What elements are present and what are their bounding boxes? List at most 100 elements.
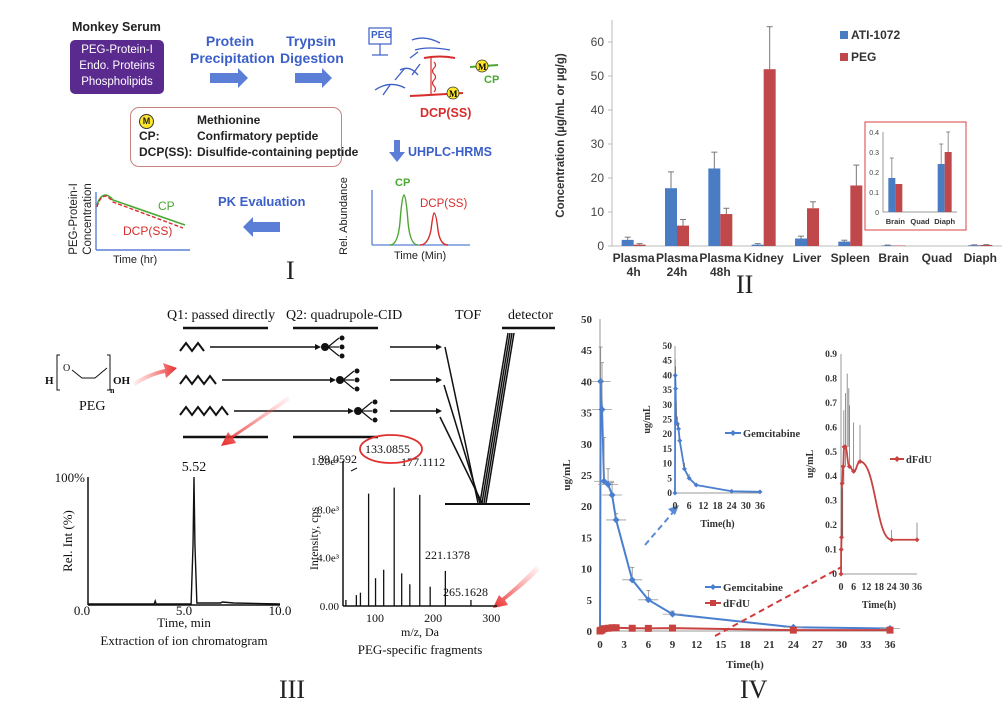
inset-y-tick-label: 0.3 — [869, 150, 879, 157]
inset-dfdu-marker — [839, 534, 845, 540]
dcp-peak — [419, 212, 449, 246]
dfdu-marker — [789, 626, 797, 634]
pk-ylabel-2: Concentration — [81, 183, 94, 255]
legend-label: PEG — [851, 50, 876, 64]
methionine-label: M — [478, 62, 487, 72]
x-tick-label: Spleen — [831, 251, 870, 265]
legend-marker-gemcitabine — [710, 584, 716, 590]
y-tick-label: 40 — [591, 103, 605, 117]
y-axis-label: ug/mL — [561, 459, 573, 490]
inset-y-tick-label: 0.4 — [825, 472, 837, 482]
y-tick-label: 10 — [591, 205, 605, 219]
gemcitabine-marker — [612, 516, 620, 524]
x-tick-label: 4h — [627, 265, 641, 279]
bar-peg — [980, 244, 993, 246]
bar-ati-1072 — [708, 168, 721, 246]
fragment-ion — [372, 408, 378, 414]
inset-y-axis-label: ug/mL — [642, 405, 653, 434]
pk-dcp-label: DCP(SS) — [123, 224, 173, 238]
y-tick-label: 30 — [581, 439, 593, 451]
ms-peak-label: 177.1112 — [401, 455, 445, 469]
tof-flight-path — [439, 416, 483, 504]
gemcitabine-marker — [608, 491, 616, 499]
y-tick-label: 0 — [597, 239, 604, 253]
legend-value: Disulfide-containing peptide — [197, 145, 359, 159]
ms-peak-label: 89.0592 — [318, 452, 357, 466]
zoom-dashed-arrow — [714, 563, 848, 637]
ion-wave — [179, 341, 205, 353]
inset-dfdu-marker — [857, 459, 863, 465]
inset-x-tick-label: 30 — [741, 501, 751, 512]
fragment-ion — [354, 368, 360, 374]
chrom-x-tick-label: 10.0 — [269, 603, 292, 618]
inset-x-tick-label: 0 — [673, 501, 678, 512]
y-tick-label: 20 — [591, 171, 605, 185]
bar-ati-1072 — [621, 239, 634, 246]
chrom-x-tick-label: 5.0 — [176, 603, 192, 618]
x-tick-label: 48h — [710, 265, 731, 279]
x-tick-label: 30 — [836, 639, 848, 651]
x-tick-label: 33 — [860, 639, 872, 651]
inset-y-tick-label: 0.1 — [869, 190, 879, 197]
inset-y-tick-label: 15 — [663, 445, 673, 455]
fragment-arrow — [360, 410, 373, 421]
x-tick-label: 3 — [621, 639, 627, 651]
gemcitabine-marker — [669, 610, 676, 618]
methionine-icon — [446, 86, 460, 100]
inset-x-tick-label: 36 — [755, 501, 765, 512]
arrowhead-icon — [436, 377, 442, 383]
x-tick-label: 0 — [597, 639, 603, 651]
inset-y-tick-label: 0 — [832, 570, 837, 580]
legend-label: Gemcitabine — [723, 582, 783, 594]
methionine-icon — [475, 59, 489, 73]
zoom-dashed-arrow — [644, 509, 676, 546]
peg-formula-H: H — [45, 375, 54, 387]
bar-peg — [720, 214, 733, 246]
red-arrow-icon — [221, 396, 290, 446]
gemcitabine-marker — [597, 377, 605, 385]
inset-dfdu-marker — [846, 463, 852, 469]
rel-abundance-label: Rel. Abundance — [337, 177, 350, 255]
inset-y-tick-label: 0 — [875, 210, 879, 217]
inset-y-tick-label: 0.7 — [825, 399, 837, 409]
serum-components-box: PEG-Protein-I Endo. Proteins Phospholipi… — [70, 40, 164, 94]
fragment-arrow — [327, 337, 340, 348]
dcp-curve — [96, 195, 184, 229]
peg-formula-n: n — [110, 386, 115, 395]
y-tick-label: 60 — [591, 35, 605, 49]
legend-label: ATI-1072 — [851, 28, 900, 42]
inset-bar-ati-1072 — [888, 178, 896, 212]
dfdu-marker — [644, 624, 652, 632]
ms-y-tick-label: 1.20e⁴ — [311, 456, 339, 468]
ion-wave — [179, 374, 217, 386]
fragment-ion — [336, 376, 344, 384]
dfdu-marker — [669, 624, 676, 632]
inset-y-tick-label: 0 — [667, 489, 672, 499]
left-arrow-icon — [243, 217, 280, 237]
peg-box-label: PEG — [371, 30, 393, 41]
fragment-ion — [339, 353, 345, 359]
gemcitabine-marker — [604, 480, 612, 488]
legend-label: dFdU — [723, 598, 750, 610]
inset-y-tick-label: 0.4 — [869, 130, 879, 137]
serum-item: Phospholipids — [81, 76, 153, 88]
tof-reflect-path — [481, 332, 511, 504]
x-tick-label: Quad — [922, 251, 953, 265]
inset-bar-peg — [895, 184, 903, 212]
x-tick-label: 24 — [788, 639, 800, 651]
peg-label: PEG — [79, 399, 105, 414]
right-arrow-icon — [210, 68, 248, 88]
legend-key: DCP(SS): — [139, 145, 193, 159]
arrowhead-icon — [348, 408, 354, 414]
y-tick-label: 25 — [581, 470, 593, 482]
inset-x-tick-label: 0 — [839, 582, 844, 593]
fragment-arrow — [360, 401, 373, 412]
label-leader — [350, 467, 358, 472]
inset-y-tick-label: 25 — [663, 416, 673, 426]
x-tick-label: Liver — [793, 251, 822, 265]
fragment-ion — [339, 344, 345, 350]
arrowhead-icon — [330, 377, 336, 383]
inset-gemcitabine-marker — [686, 475, 692, 481]
inset-y-tick-label: 0.8 — [825, 374, 837, 384]
